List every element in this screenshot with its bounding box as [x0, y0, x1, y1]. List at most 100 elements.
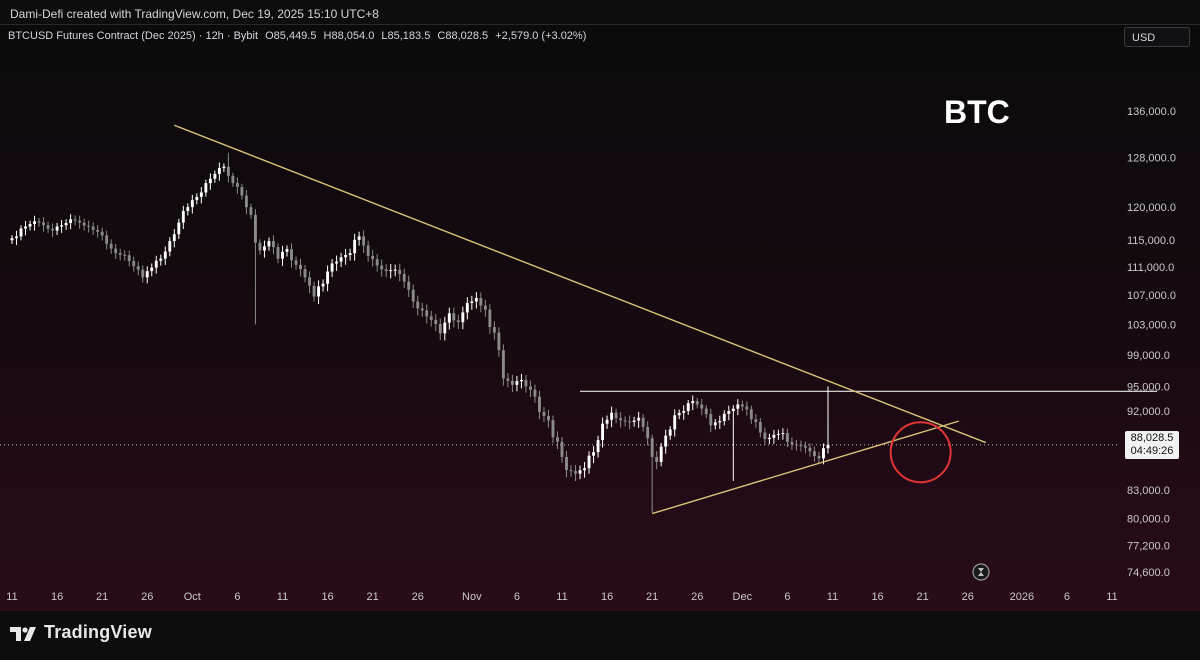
y-tick-label: 111,000.0 — [1127, 262, 1174, 274]
candle-body — [96, 229, 100, 232]
candle-body — [163, 251, 167, 259]
candle-body — [78, 220, 82, 223]
candle-body — [150, 267, 154, 272]
y-tick-label: 80,000.0 — [1127, 513, 1170, 525]
candle-body — [587, 455, 591, 469]
x-tick-label: 21 — [96, 591, 108, 603]
candle-body — [195, 196, 199, 201]
candle-body — [217, 168, 221, 174]
candle-body — [686, 403, 690, 412]
open-value: 85,449.5 — [273, 30, 317, 42]
candle-body — [398, 269, 402, 275]
candle-body — [348, 253, 352, 255]
candle-body — [213, 173, 217, 179]
candle-body — [199, 192, 203, 197]
descending-resistance-trendline[interactable] — [174, 124, 987, 444]
candle-body — [501, 350, 505, 379]
candle-body — [258, 242, 262, 251]
y-tick-label: 103,000.0 — [1127, 319, 1176, 331]
candle-body — [87, 225, 91, 227]
candle-body — [538, 396, 541, 412]
candle-body — [465, 303, 469, 313]
candle-body — [222, 166, 226, 169]
last-price-tag: 88,028.5 04:49:26 — [1125, 431, 1179, 459]
hourglass-icon[interactable] — [972, 563, 990, 581]
candle-body — [569, 470, 573, 472]
candle-body — [614, 412, 618, 419]
candle-body — [799, 445, 803, 447]
y-tick-label: 99,000.0 — [1127, 350, 1170, 362]
candle-body — [578, 470, 582, 474]
candle-body — [628, 421, 632, 423]
candle-body — [736, 404, 740, 409]
open-label: O — [265, 30, 274, 42]
x-tick-label: 16 — [871, 591, 883, 603]
candle-body — [452, 313, 456, 321]
candle-body — [267, 241, 271, 247]
candle-body — [429, 316, 433, 320]
candle-body — [641, 417, 645, 428]
candle-body — [172, 234, 176, 242]
candle-body — [366, 245, 370, 256]
candle-body — [420, 308, 424, 311]
candle-body — [380, 265, 384, 270]
candle-body — [141, 269, 145, 278]
x-tick-label: 26 — [962, 591, 974, 603]
candle-body — [285, 249, 289, 252]
candle-body — [650, 438, 654, 457]
candle-body — [470, 301, 474, 304]
candle-body — [456, 320, 460, 323]
candle-body — [695, 401, 699, 405]
candle-body — [235, 183, 239, 187]
candle-body — [82, 222, 86, 226]
candle-body — [605, 419, 609, 424]
candle-body — [105, 235, 109, 244]
candle-body — [583, 468, 586, 471]
x-tick-label: 11 — [827, 591, 838, 603]
candle-body — [244, 195, 248, 208]
candle-body — [637, 417, 641, 421]
symbol-header: BTCUSD Futures Contract (Dec 2025) · 12h… — [8, 30, 586, 42]
candle-body — [281, 251, 284, 259]
candle-body — [610, 412, 614, 420]
candle-body — [132, 260, 136, 267]
candle-body — [91, 226, 95, 230]
candle-body — [592, 452, 595, 456]
chart-credit: Dami-Defi created with TradingView.com, … — [10, 7, 379, 21]
x-tick-label: 11 — [1106, 591, 1117, 603]
y-tick-label: 77,200.0 — [1127, 541, 1170, 553]
y-tick-label: 136,000.0 — [1127, 106, 1176, 118]
candle-body — [60, 225, 64, 227]
x-tick-label: 11 — [277, 591, 288, 603]
candle-body — [109, 243, 113, 249]
candle-body — [632, 420, 636, 422]
x-tick-label: 11 — [6, 591, 17, 603]
candle-body — [790, 442, 794, 445]
candle-body — [664, 435, 668, 447]
candle-body — [556, 437, 559, 442]
chart-panel[interactable] — [0, 24, 1200, 611]
y-tick-label: 115,000.0 — [1127, 235, 1175, 247]
candle-body — [263, 246, 266, 251]
candle-body — [254, 214, 257, 243]
candle-body — [24, 226, 27, 229]
ascending-support-trendline[interactable] — [651, 420, 959, 515]
change-value: +2,579.0 (+3.02%) — [495, 30, 587, 42]
candle-body — [64, 223, 68, 226]
y-tick-label: 74,600.0 — [1127, 567, 1170, 579]
candle-body — [673, 415, 677, 430]
candle-body — [461, 312, 465, 323]
tradingview-brand[interactable]: TradingView — [10, 622, 152, 643]
candle-body — [506, 378, 510, 381]
candle-body — [181, 211, 185, 223]
candle-body — [817, 456, 821, 459]
low-value: 85,183.5 — [387, 30, 431, 42]
candle-body — [826, 444, 830, 449]
candle-body — [745, 406, 749, 410]
candle-body — [46, 225, 50, 229]
candle-body — [55, 226, 59, 231]
currency-selector[interactable]: USD — [1124, 27, 1190, 47]
candle-body — [474, 297, 478, 302]
candle-body — [19, 228, 23, 237]
